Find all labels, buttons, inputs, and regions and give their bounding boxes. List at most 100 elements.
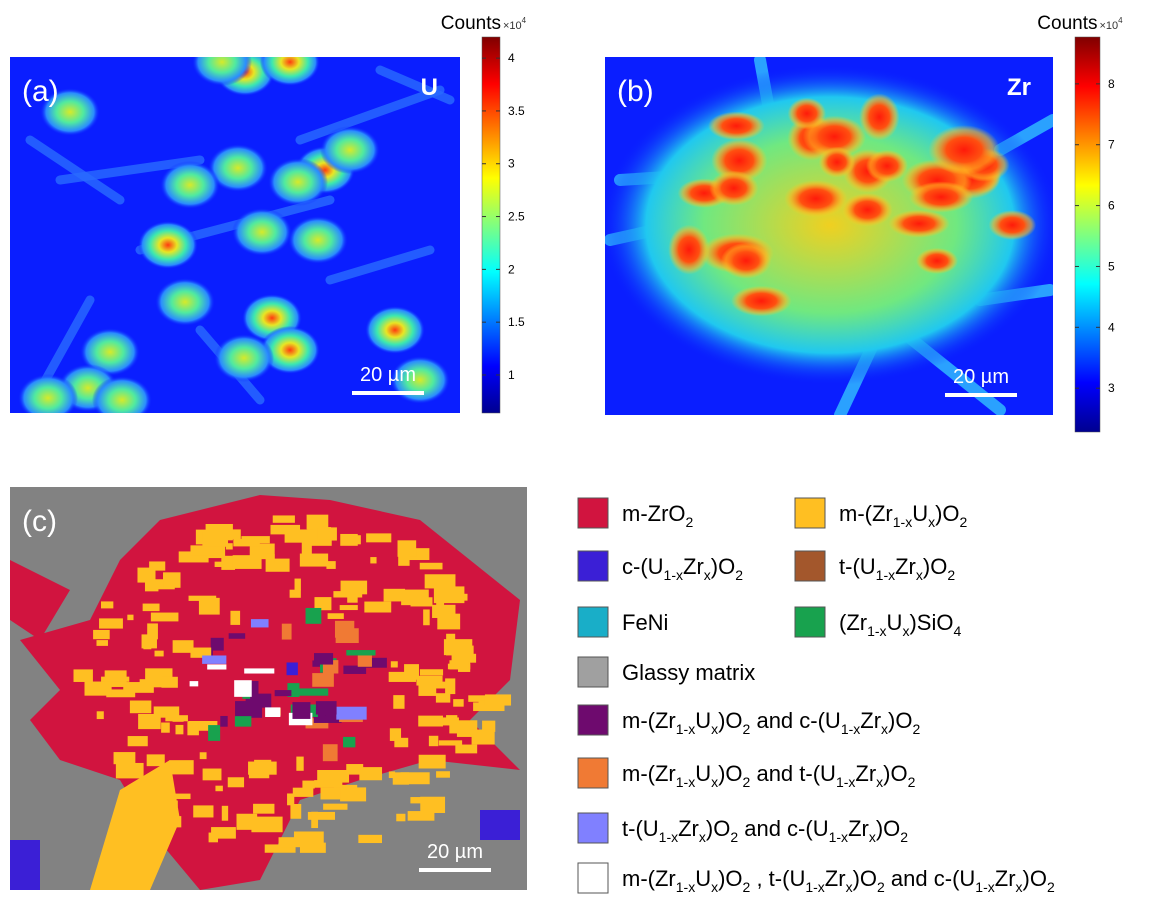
legend-text: m-(Zr	[622, 708, 676, 733]
legend-subscript: 1-x	[893, 514, 912, 530]
patch	[244, 668, 274, 673]
blob	[708, 112, 765, 141]
colorbar-tick-label: 4	[508, 51, 515, 65]
patch	[306, 608, 322, 624]
patch	[176, 725, 184, 734]
legend-subscript: 2	[908, 774, 916, 790]
patch	[147, 754, 165, 766]
patch	[265, 707, 280, 717]
patch	[74, 669, 93, 682]
patch	[165, 715, 188, 721]
patch	[389, 771, 395, 778]
patch	[199, 598, 220, 615]
patch	[418, 682, 436, 696]
panel-label: (b)	[617, 75, 654, 108]
patch	[370, 557, 376, 563]
legend-subscript: 2	[743, 721, 751, 737]
patch	[233, 555, 262, 569]
patch	[138, 714, 161, 729]
blob	[842, 193, 893, 227]
colorbar-tick-label: 3	[1108, 381, 1115, 395]
patch	[190, 681, 199, 686]
patch	[249, 762, 269, 778]
legend-text: Zr	[683, 554, 704, 579]
blob	[866, 150, 908, 182]
legend-label: t-(U1-xZrx)O2	[839, 554, 955, 583]
patch	[255, 701, 264, 706]
legend-subscript: 2	[913, 721, 921, 737]
patch	[127, 615, 133, 620]
patch	[207, 664, 226, 669]
patch	[335, 621, 354, 638]
patch	[253, 804, 274, 814]
blob	[288, 216, 348, 264]
patch	[317, 527, 331, 539]
multiplier-base: ×10	[503, 20, 522, 32]
patch	[323, 804, 347, 810]
colorbar-title: Counts	[441, 13, 501, 34]
legend-text: m-(Zr	[622, 866, 676, 891]
patch	[346, 650, 375, 655]
patch	[220, 716, 227, 727]
patch	[215, 786, 222, 792]
patch	[396, 814, 405, 822]
patch	[230, 611, 240, 625]
patch	[234, 680, 252, 697]
patch	[472, 730, 495, 745]
legend-text: m-ZrO	[622, 501, 686, 526]
legend-subscript: 1-x	[664, 567, 683, 583]
blob	[784, 180, 847, 217]
patch	[236, 814, 257, 830]
patch	[293, 788, 314, 797]
patch	[436, 693, 450, 702]
patch	[211, 827, 236, 839]
patch	[93, 630, 110, 639]
patch	[316, 701, 337, 714]
legend-label: m-(Zr1-xUx)O2 , t-(U1-xZrx)O2 and c-(U1-…	[622, 866, 1055, 895]
colorbar-title: Counts	[1037, 13, 1097, 34]
patch	[290, 590, 301, 598]
patch	[419, 755, 446, 769]
legend-swatch	[578, 813, 608, 843]
legend-subscript: 1-x	[805, 879, 824, 895]
legend-subscript: 1-x	[676, 774, 695, 790]
patch	[418, 716, 443, 727]
patch	[161, 723, 170, 733]
legend-text: )O	[883, 761, 907, 786]
blob	[888, 210, 949, 238]
legend-text: Zr	[825, 866, 846, 891]
legend-swatch	[578, 498, 608, 528]
patch	[366, 533, 391, 542]
legend-text: , t-(U	[750, 866, 805, 891]
patch	[163, 572, 181, 587]
colorbar-tick-label: 1	[508, 368, 515, 382]
patch	[275, 690, 292, 696]
legend-subscript: x	[928, 514, 935, 530]
legend-subscript: x	[916, 567, 923, 583]
patch	[116, 763, 144, 778]
legend-subscript: 2	[686, 514, 694, 530]
legend-swatch	[578, 551, 608, 581]
patch	[326, 561, 335, 569]
legend-text: )O	[718, 708, 742, 733]
colorbar-tick-label: 3.5	[508, 104, 525, 118]
colorbar-multiplier: ×104	[1100, 16, 1124, 32]
patch	[173, 640, 194, 653]
patch	[137, 568, 155, 583]
patch	[193, 805, 213, 817]
patch	[151, 613, 179, 622]
patch	[391, 661, 398, 667]
patch	[228, 777, 244, 787]
legend-text: Zr	[895, 554, 916, 579]
patch	[347, 595, 357, 603]
patch	[320, 788, 342, 800]
blob	[909, 181, 973, 212]
patch	[485, 694, 511, 705]
patch	[408, 811, 435, 821]
scale-bar-label: 20 µm	[427, 841, 483, 863]
legend-text: m-(Zr	[839, 501, 893, 526]
legend-text: U	[695, 866, 711, 891]
panel-label: (a)	[22, 75, 59, 108]
legend-subscript: 2	[877, 879, 885, 895]
multiplier-base: ×10	[1100, 20, 1119, 32]
